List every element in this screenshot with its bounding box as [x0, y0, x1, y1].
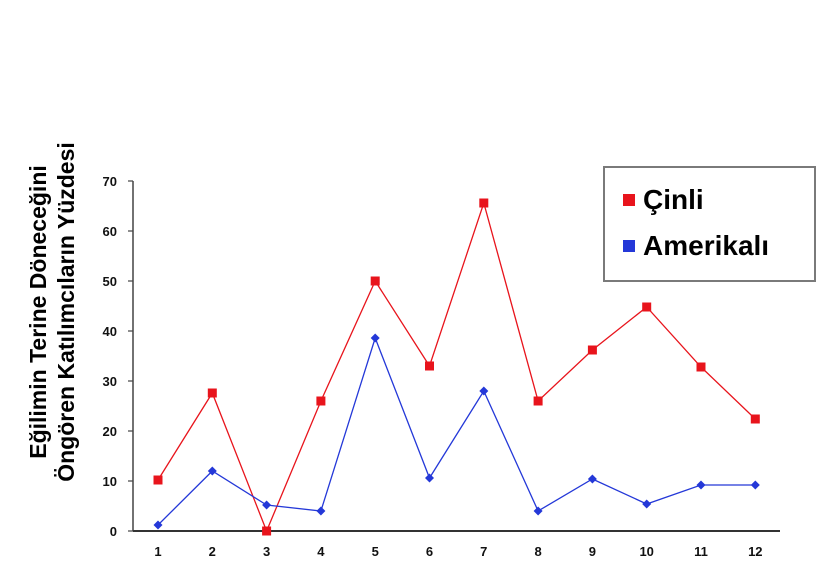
data-point-diamond	[696, 480, 706, 490]
legend-item-cinli: Çinli	[623, 184, 704, 216]
y-tick-label: 10	[103, 474, 117, 489]
data-point-diamond	[316, 506, 326, 516]
x-tick-label: 6	[426, 544, 433, 559]
data-point-diamond	[370, 333, 380, 343]
x-tick-label: 1	[154, 544, 161, 559]
data-point-square	[153, 475, 163, 485]
y-tick-label: 30	[103, 374, 117, 389]
blue-square-icon	[623, 240, 635, 252]
red-square-icon	[623, 194, 635, 206]
data-point-square	[642, 302, 652, 312]
data-point-square	[425, 361, 434, 371]
y-tick-label: 20	[103, 424, 117, 439]
x-tick-label: 4	[317, 544, 325, 559]
x-tick-label: 2	[209, 544, 216, 559]
x-tick-label: 9	[589, 544, 596, 559]
data-point-diamond	[750, 480, 760, 490]
x-tick-label: 10	[639, 544, 653, 559]
data-point-diamond	[207, 466, 217, 476]
y-tick-label: 70	[103, 174, 117, 189]
data-point-square	[479, 198, 489, 208]
data-point-diamond	[153, 520, 163, 530]
series-lines	[153, 198, 760, 536]
x-tick-label: 8	[534, 544, 541, 559]
data-point-square	[262, 526, 272, 536]
y-axis-title: Eğilimin Terine Döneceğini Öngören Katılı…	[25, 142, 79, 482]
y-tick-label: 60	[103, 224, 117, 239]
series-line	[157, 336, 756, 526]
x-tick-label: 3	[263, 544, 270, 559]
data-point-diamond	[479, 386, 489, 396]
y-tick-label: 50	[103, 274, 117, 289]
y-axis-title-line: Eğilimin Terine Döneceğini	[25, 165, 51, 459]
legend-label: Çinli	[643, 184, 704, 215]
y-tick-label: 40	[103, 324, 117, 339]
data-point-square	[370, 276, 380, 286]
x-tick-label: 5	[372, 544, 379, 559]
data-point-diamond	[425, 473, 434, 483]
data-point-square	[696, 362, 706, 372]
data-point-diamond	[533, 506, 543, 516]
x-tick-label: 12	[748, 544, 762, 559]
y-tick-label: 0	[110, 524, 117, 539]
data-point-diamond	[262, 500, 272, 510]
data-point-diamond	[587, 474, 597, 484]
data-point-square	[587, 345, 597, 355]
series-line	[157, 200, 756, 533]
legend-item-amerikali: Amerikalı	[623, 230, 769, 262]
data-point-square	[750, 414, 760, 424]
legend: Çinli Amerikalı	[603, 166, 816, 282]
data-point-square	[533, 396, 543, 406]
x-tick-label: 7	[480, 544, 487, 559]
data-point-square	[207, 388, 217, 398]
legend-label: Amerikalı	[643, 230, 770, 261]
data-point-diamond	[642, 499, 652, 509]
y-axis-title-line: Öngören Katılımcıların Yüzdesi	[53, 142, 79, 482]
x-tick-label: 11	[694, 544, 708, 559]
data-point-square	[316, 396, 326, 406]
